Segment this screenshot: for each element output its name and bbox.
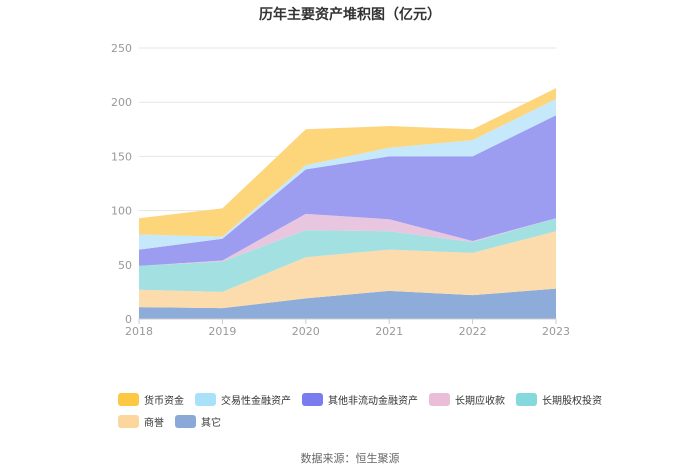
legend-swatch	[195, 392, 216, 406]
legend-label: 货币资金	[144, 395, 184, 407]
y-tick-label: 250	[111, 42, 132, 55]
legend-swatch	[302, 392, 323, 406]
x-tick-label: 2023	[542, 325, 570, 338]
legend-item-trading-financial-assets[interactable]: 交易性金融资产	[195, 392, 291, 407]
x-tick-label: 2022	[459, 325, 487, 338]
x-tick-label: 2021	[375, 325, 403, 338]
legend-label: 长期股权投资	[542, 395, 602, 407]
legend-label: 其他非流动金融资产	[328, 395, 418, 407]
legend-row-2: 商誉 其它	[118, 410, 618, 432]
data-source: 数据来源：恒生聚源	[300, 452, 400, 465]
area-series[interactable]	[139, 218, 556, 292]
legend-swatch	[175, 414, 196, 428]
legend-swatch	[429, 392, 450, 406]
legend: 货币资金 交易性金融资产 其他非流动金融资产 长期应收款 长期股权投资 商誉 其…	[118, 388, 618, 432]
x-tick-label: 2018	[125, 325, 153, 338]
y-tick-label: 200	[111, 96, 132, 109]
legend-item-goodwill[interactable]: 商誉	[118, 414, 164, 429]
y-tick-label: 0	[125, 313, 132, 326]
legend-label: 交易性金融资产	[221, 395, 291, 407]
legend-item-long-term-equity-investment[interactable]: 长期股权投资	[516, 392, 602, 407]
x-tick-label: 2019	[208, 325, 236, 338]
legend-label: 其它	[201, 417, 221, 429]
legend-swatch	[516, 392, 537, 406]
legend-item-other[interactable]: 其它	[175, 414, 221, 429]
legend-item-other-noncurrent-financial-assets[interactable]: 其他非流动金融资产	[302, 392, 418, 407]
legend-swatch	[118, 392, 139, 406]
area-series[interactable]	[139, 288, 556, 319]
x-tick-label: 2020	[292, 325, 320, 338]
y-tick-label: 50	[118, 259, 132, 272]
legend-item-long-term-receivables[interactable]: 长期应收款	[429, 392, 505, 407]
area-series[interactable]	[139, 231, 556, 309]
area-series[interactable]	[139, 213, 556, 266]
area-series[interactable]	[139, 115, 556, 266]
legend-swatch	[118, 414, 139, 428]
y-tick-label: 150	[111, 150, 132, 163]
axes: 2018 2019 2020 2021 2022 2023	[125, 318, 570, 338]
legend-label: 长期应收款	[455, 395, 505, 407]
legend-row-1: 货币资金 交易性金融资产 其他非流动金融资产 长期应收款 长期股权投资	[118, 388, 618, 410]
area-series[interactable]	[139, 88, 556, 237]
legend-item-cash[interactable]: 货币资金	[118, 392, 184, 407]
y-tick-label: 100	[111, 205, 132, 218]
legend-label: 商誉	[144, 417, 164, 429]
chart-title: 历年主要资产堆积图（亿元）	[259, 6, 441, 23]
area-layers	[139, 88, 556, 319]
